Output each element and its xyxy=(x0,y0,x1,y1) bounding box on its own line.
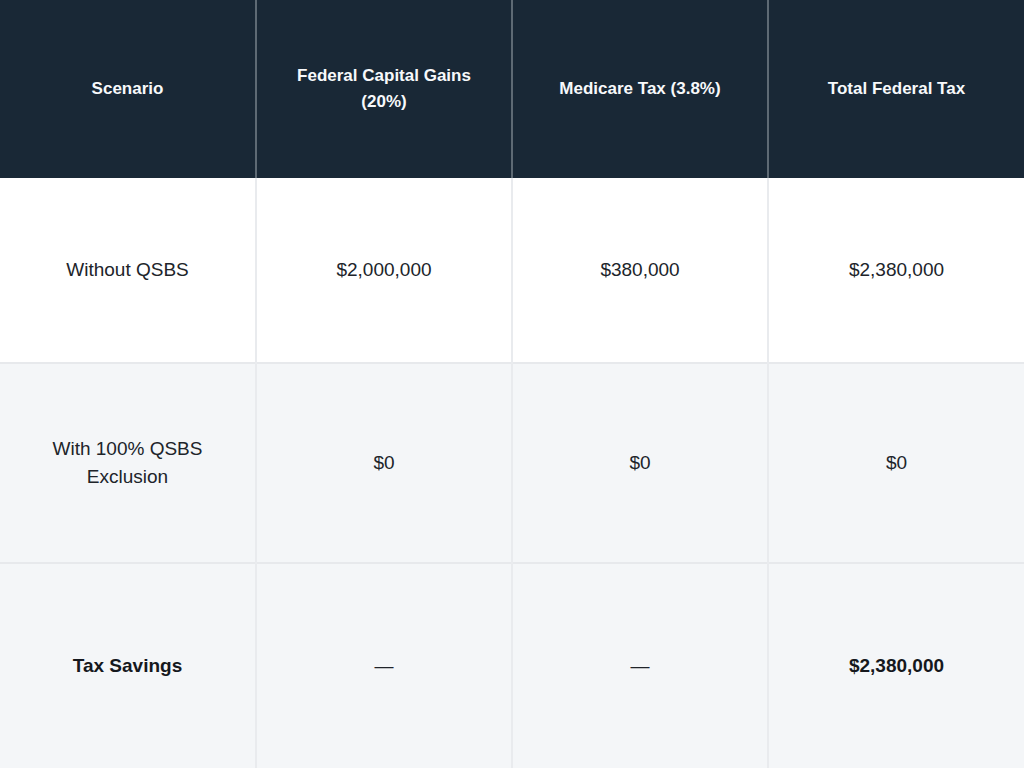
qsbs-tax-comparison-table: Scenario Federal Capital Gains (20%) Med… xyxy=(0,0,1024,768)
table-row-with-qsbs-exclusion: With 100% QSBS Exclusion $0 $0 $0 xyxy=(0,363,1024,563)
column-header-scenario: Scenario xyxy=(0,0,256,178)
table-row-without-qsbs: Without QSBS $2,000,000 $380,000 $2,380,… xyxy=(0,178,1024,363)
cell-without-qsbs-total: $2,380,000 xyxy=(768,178,1024,363)
cell-without-qsbs-medicare: $380,000 xyxy=(512,178,768,363)
cell-with-qsbs-capital-gains: $0 xyxy=(256,363,512,563)
cell-tax-savings-capital-gains-dash: — xyxy=(256,563,512,768)
cell-tax-savings-total: $2,380,000 xyxy=(768,563,1024,768)
column-header-total-federal-tax: Total Federal Tax xyxy=(768,0,1024,178)
cell-tax-savings-medicare-dash: — xyxy=(512,563,768,768)
cell-without-qsbs-capital-gains: $2,000,000 xyxy=(256,178,512,363)
row-label-without-qsbs: Without QSBS xyxy=(0,178,256,363)
table-header: Scenario Federal Capital Gains (20%) Med… xyxy=(0,0,1024,178)
column-header-medicare-tax: Medicare Tax (3.8%) xyxy=(512,0,768,178)
column-header-federal-capital-gains: Federal Capital Gains (20%) xyxy=(256,0,512,178)
row-label-tax-savings: Tax Savings xyxy=(0,563,256,768)
cell-with-qsbs-medicare: $0 xyxy=(512,363,768,563)
row-label-with-qsbs-exclusion: With 100% QSBS Exclusion xyxy=(0,363,256,563)
cell-with-qsbs-total: $0 xyxy=(768,363,1024,563)
table-row-tax-savings: Tax Savings — — $2,380,000 xyxy=(0,563,1024,768)
